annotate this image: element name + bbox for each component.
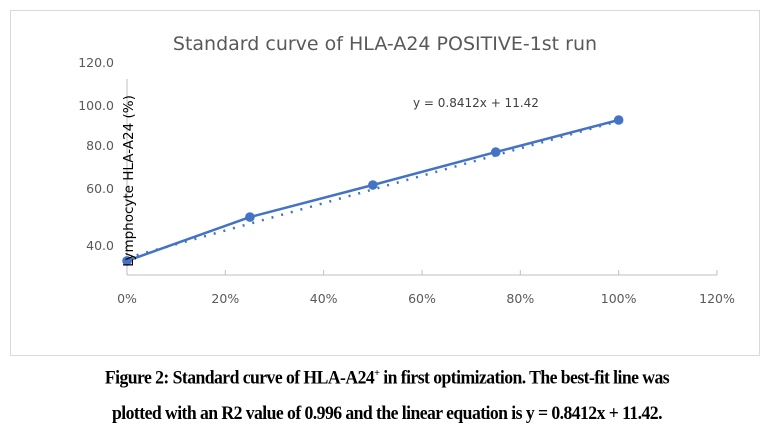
- x-tick-label: 80%: [506, 291, 534, 306]
- data-series: [122, 115, 624, 266]
- y-tick-label: 60.0: [86, 181, 114, 196]
- data-point: [245, 212, 255, 222]
- x-tick-label: 20%: [211, 291, 239, 306]
- caption-superscript: +: [374, 367, 380, 379]
- y-tick-label: 120.0: [78, 55, 114, 70]
- x-tick-label: 100%: [601, 291, 637, 306]
- x-tick-label: 120%: [699, 291, 735, 306]
- data-point: [368, 180, 378, 190]
- data-point: [122, 256, 132, 266]
- axes: [126, 79, 718, 276]
- x-tick-label: 60%: [408, 291, 436, 306]
- data-point: [613, 115, 624, 125]
- y-tick-label: 40.0: [86, 238, 114, 253]
- chart-title: Standard curve of HLA-A24 POSITIVE-1st r…: [173, 33, 597, 55]
- y-tick-label: 80.0: [86, 138, 114, 153]
- chart-area: Standard curve of HLA-A24 POSITIVE-1st r…: [10, 10, 760, 356]
- y-tick-label: 100.0: [78, 98, 114, 113]
- x-tick-labels: 0% 20% 40% 60% 80% 100% 120%: [117, 291, 735, 306]
- figure-caption-line-1: Figure 2: Standard curve of HLA-A24+ in …: [27, 367, 747, 389]
- x-tick-label: 0%: [117, 291, 137, 306]
- x-tick-label: 40%: [310, 291, 338, 306]
- y-tick-labels: 40.0 60.0 80.0 100.0 120.0: [78, 55, 114, 253]
- trendline-equation: y = 0.8412x + 11.42: [413, 96, 539, 110]
- y-axis-label: Lymphocyte HLA-A24 (%): [121, 95, 137, 267]
- chart-svg: Standard curve of HLA-A24 POSITIVE-1st r…: [78, 33, 735, 306]
- figure-caption-line-2: plotted with an R2 value of 0.996 and th…: [112, 403, 662, 424]
- series-line: [126, 118, 619, 263]
- caption-text: Figure 2: Standard curve of HLA-A24: [104, 367, 375, 389]
- data-point: [490, 147, 501, 157]
- caption-text: in first optimization. The best-fit line…: [379, 367, 670, 389]
